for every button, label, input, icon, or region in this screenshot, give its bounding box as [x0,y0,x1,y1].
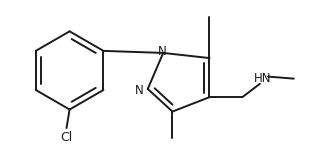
Text: N: N [158,45,167,58]
Text: Cl: Cl [61,131,73,144]
Text: N: N [135,85,144,97]
Text: HN: HN [254,72,272,85]
